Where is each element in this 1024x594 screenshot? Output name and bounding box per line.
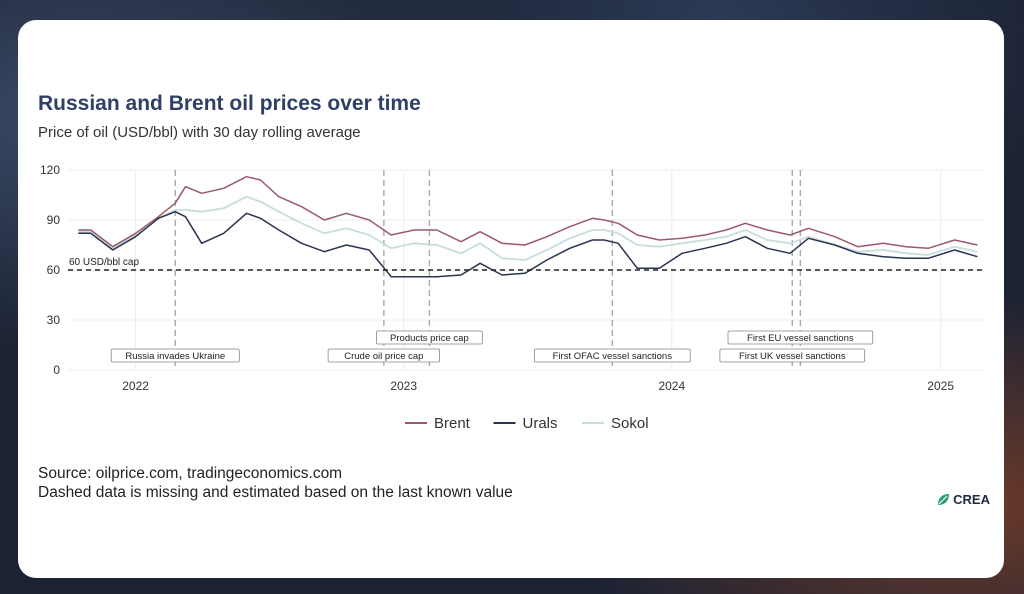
x-tick-label: 2022 <box>122 379 149 393</box>
event-label: First OFAC vessel sanctions <box>553 351 673 362</box>
source-text: Source: oilprice.com, tradingeconomics.c… <box>38 465 343 482</box>
series-line-urals <box>78 210 978 278</box>
event-label: First UK vessel sanctions <box>739 351 846 362</box>
legend-label-brent: Brent <box>434 415 471 432</box>
y-tick-label: 120 <box>40 163 60 177</box>
event-label-box <box>727 330 874 345</box>
chart-title: Russian and Brent oil prices over time <box>38 92 421 115</box>
y-tick-label: 30 <box>47 313 61 327</box>
event-label-box <box>110 348 240 363</box>
series-line-sokol <box>78 195 978 261</box>
event-label: Products price cap <box>390 333 469 344</box>
line-chart: 0 30 60 90 120 2022 2023 2024 2025 60 USD/bbl cap… <box>40 163 984 432</box>
cap-reference-label: 60 USD/bbl cap <box>69 257 139 268</box>
event-label-box <box>533 348 691 363</box>
legend-label-urals: Urals <box>523 415 558 432</box>
x-tick-label: 2025 <box>927 379 954 393</box>
event-label-box <box>327 348 440 363</box>
event-label: Crude oil price cap <box>344 351 423 362</box>
crea-logo: CREA <box>937 492 990 507</box>
y-tick-label: 60 <box>47 263 61 277</box>
y-tick-label: 0 <box>53 363 60 377</box>
chart-subtitle: Price of oil (USD/bbl) with 30 day rolli… <box>38 124 361 141</box>
x-tick-label: 2024 <box>658 379 685 393</box>
legend-label-sokol: Sokol <box>611 415 649 432</box>
series-line-brent <box>78 175 978 250</box>
chart-card: Russian and Brent oil prices over time P… <box>18 20 1004 578</box>
crea-logo-text: CREA <box>953 492 990 507</box>
source-note: Source: oilprice.com, tradingeconomics.c… <box>38 464 513 502</box>
crea-leaf-icon <box>938 494 950 505</box>
event-label-box <box>376 330 483 345</box>
dashed-data-note: Dashed data is missing and estimated bas… <box>38 484 513 501</box>
event-label: Russia invades Ukraine <box>125 351 225 362</box>
y-tick-label: 90 <box>47 213 61 227</box>
event-label: First EU vessel sanctions <box>747 333 854 344</box>
event-label-box <box>719 348 866 363</box>
x-tick-label: 2023 <box>390 379 417 393</box>
